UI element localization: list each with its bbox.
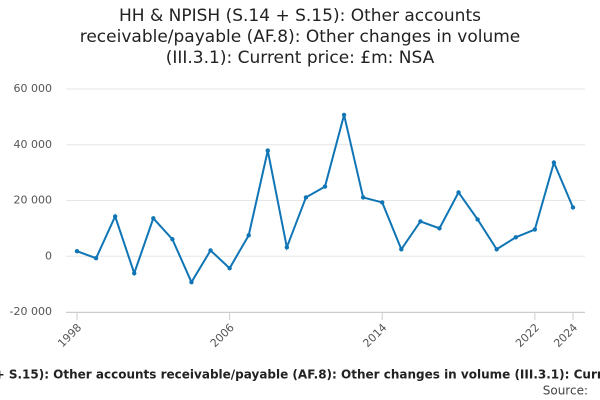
data-point [456,190,461,195]
data-point [380,200,385,205]
data-point [418,219,423,224]
data-point [475,217,480,222]
data-point [189,279,194,285]
x-tick-label: 2006 [208,321,237,350]
data-point [112,214,118,219]
chart-title: HH & NPISH (S.14 + S.15): Other accounts… [79,6,521,68]
source: Source: [543,384,588,398]
data-point [246,233,251,238]
data-point [399,247,404,252]
data-point [360,195,366,200]
data-point [494,247,499,252]
series-label: HH & NPISH (S.14 + S.15): Other accounts… [0,368,600,382]
y-tick-label: 0 [45,249,52,262]
x-tick-label: 2024 [551,321,580,350]
data-point [532,227,538,232]
y-tick-label: 40 000 [14,138,53,151]
data-point [74,249,80,254]
x-tick-label: 1998 [55,321,84,350]
data-point [303,195,309,200]
data-point [341,112,347,118]
y-tick-label: -20 000 [10,305,52,318]
y-tick-label: 60 000 [14,82,53,95]
data-point [437,226,442,231]
data-point [322,184,328,189]
y-tick-label: 20 000 [14,194,53,207]
data-point [265,148,270,153]
data-point [570,205,576,210]
series-line [76,114,574,285]
data-point [93,256,99,261]
data-point [551,160,557,165]
data-point [284,245,290,250]
x-tick-label: 2014 [360,321,389,350]
data-point [151,216,156,221]
data-point [208,248,213,253]
data-point [170,237,175,242]
data-point [513,235,518,240]
x-tick-label: 2022 [513,321,542,350]
data-point [227,266,232,271]
data-point [132,271,137,276]
